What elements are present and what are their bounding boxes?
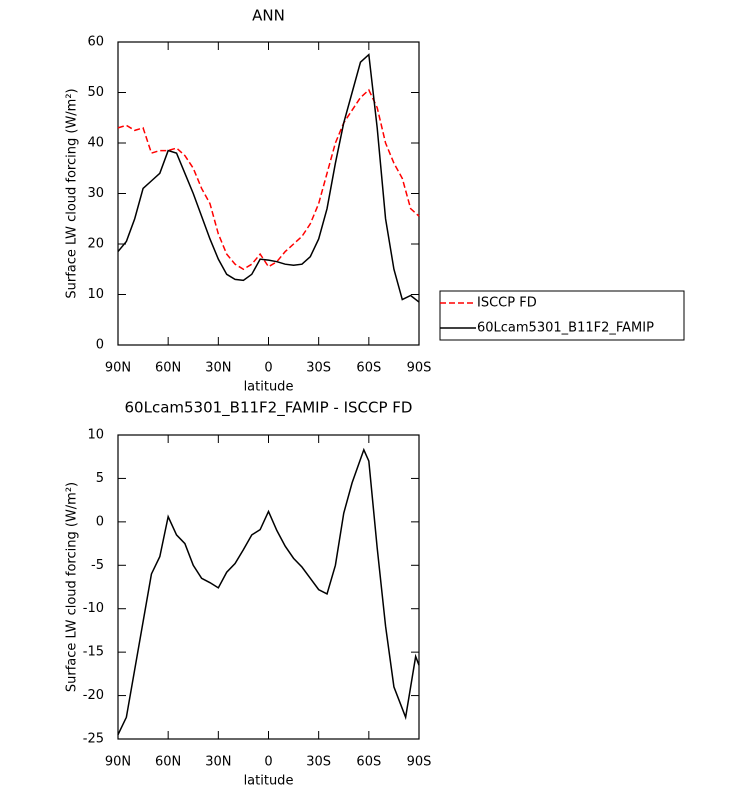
x-tick-label: 90N <box>105 361 131 376</box>
y-axis-label: Surface LW cloud forcing (W/m²) <box>65 482 80 692</box>
legend-box <box>439 290 685 341</box>
y-tick-label: 10 <box>87 428 104 443</box>
x-tick-label: 60N <box>155 361 181 376</box>
x-tick-label: 0 <box>264 755 272 770</box>
x-tick-label: 90S <box>407 361 432 376</box>
y-tick-label: -20 <box>83 688 104 703</box>
y-tick-label: 40 <box>87 136 104 151</box>
x-tick-label: 30S <box>306 361 331 376</box>
y-tick-label: 0 <box>96 514 104 529</box>
y-tick-label: 10 <box>87 287 104 302</box>
data-line <box>117 53 420 303</box>
chart-title: 60Lcam5301_B11F2_FAMIP - ISCCP FD <box>125 399 413 418</box>
y-tick-label: -15 <box>83 645 104 660</box>
x-tick-label: 30N <box>205 361 231 376</box>
data-line <box>117 88 420 271</box>
legend-label: 60Lcam5301_B11F2_FAMIP <box>477 321 654 336</box>
chart-title: ANN <box>252 7 285 25</box>
x-tick-label: 30N <box>205 755 231 770</box>
y-tick-label: 0 <box>96 338 104 353</box>
y-tick-label: 50 <box>87 85 104 100</box>
y-tick-label: 20 <box>87 237 104 252</box>
plot-frame <box>117 41 420 346</box>
x-axis-label: latitude <box>244 774 294 789</box>
x-tick-label: 60S <box>356 755 381 770</box>
data-line <box>117 447 420 735</box>
y-tick-label: 60 <box>87 35 104 50</box>
y-axis-label: Surface LW cloud forcing (W/m²) <box>65 88 80 298</box>
x-tick-label: 90S <box>407 755 432 770</box>
legend-label: ISCCP FD <box>477 296 537 311</box>
x-tick-label: 60S <box>356 361 381 376</box>
x-tick-label: 90N <box>105 755 131 770</box>
plot-frame <box>117 434 420 740</box>
y-tick-label: 30 <box>87 186 104 201</box>
y-tick-label: 5 <box>96 471 104 486</box>
x-tick-label: 60N <box>155 755 181 770</box>
y-tick-label: -10 <box>83 601 104 616</box>
x-axis-label: latitude <box>244 380 294 395</box>
x-tick-label: 30S <box>306 755 331 770</box>
x-tick-label: 0 <box>264 361 272 376</box>
y-tick-label: -25 <box>83 732 104 747</box>
y-tick-label: -5 <box>91 558 104 573</box>
